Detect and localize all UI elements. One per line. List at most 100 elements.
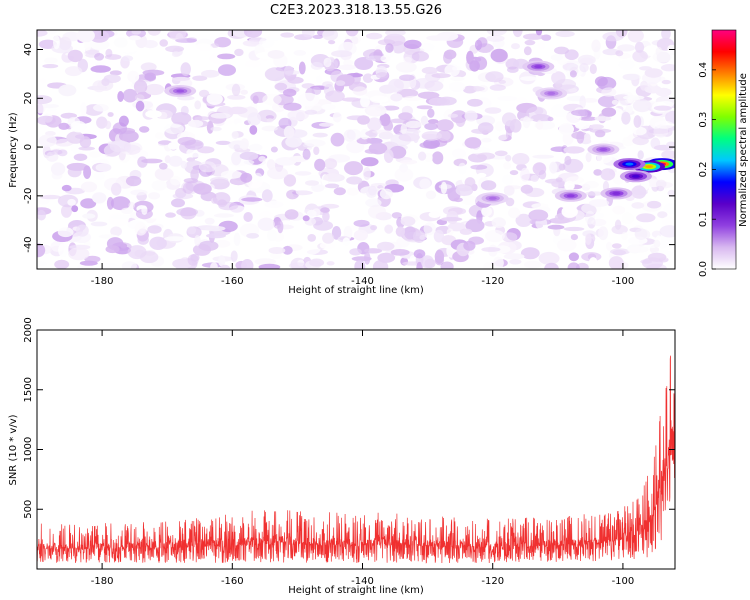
heatmap-cell	[419, 235, 427, 240]
heatmap-cell	[403, 39, 422, 50]
heatmap-cell	[532, 154, 554, 159]
heatmap-cell	[535, 30, 543, 36]
heatmap-cell	[632, 50, 648, 63]
heatmap-cell	[110, 226, 122, 237]
heatmap-cell	[585, 210, 595, 225]
heatmap-cell	[376, 241, 395, 251]
heatmap-cell	[302, 148, 311, 160]
heatmap-cell	[194, 116, 211, 121]
heatmap-cell	[310, 184, 325, 192]
x-tick-label: -140	[351, 276, 374, 287]
heatmap-cell	[284, 209, 299, 220]
heatmap-cell	[617, 44, 636, 52]
heatmap-cell	[655, 179, 667, 189]
heatmap-cell	[536, 120, 544, 130]
heatmap-cell	[44, 57, 58, 64]
heatmap-cell	[167, 30, 189, 41]
heatmap-cell	[621, 231, 628, 241]
heatmap-cell	[367, 117, 382, 131]
heatmap-cell	[254, 258, 277, 266]
heatmap-cell	[591, 218, 607, 227]
heatmap-cell	[210, 112, 231, 119]
heatmap-cell	[287, 76, 304, 84]
heatmap-hotspot	[547, 91, 556, 95]
heatmap-cell	[447, 222, 466, 232]
heatmap-cell	[269, 30, 281, 39]
heatmap-cell	[615, 50, 624, 57]
heatmap-cell	[582, 98, 598, 103]
heatmap-cell	[593, 169, 603, 176]
heatmap-cell	[171, 76, 191, 81]
heatmap-cell	[563, 146, 585, 154]
heatmap-cell	[183, 178, 199, 184]
heatmap-cell	[538, 251, 560, 265]
heatmap-cell	[197, 146, 215, 154]
heatmap-cell	[331, 50, 353, 58]
heatmap-cell	[121, 207, 134, 214]
heatmap-cell	[321, 103, 336, 111]
heatmap-cell	[193, 43, 214, 55]
heatmap-cell	[231, 151, 242, 166]
heatmap-cell	[600, 168, 616, 181]
heatmap-cell	[431, 151, 444, 165]
heatmap-cell	[261, 189, 273, 203]
heatmap-cell	[492, 131, 509, 141]
heatmap-cell	[611, 99, 619, 105]
heatmap-cells	[37, 30, 675, 269]
heatmap-cell	[109, 140, 130, 153]
heatmap-cell	[421, 131, 442, 141]
heatmap-cell	[441, 217, 463, 222]
heatmap-cell	[176, 266, 189, 269]
heatmap-cell	[147, 225, 162, 234]
heatmap-cell	[507, 66, 519, 73]
heatmap-cell	[111, 182, 122, 196]
heatmap-cell	[262, 93, 282, 106]
heatmap-cell	[92, 192, 107, 204]
heatmap-cell	[243, 30, 263, 38]
heatmap-cell	[79, 136, 92, 148]
heatmap-cell	[283, 174, 297, 187]
heatmap-cell	[516, 97, 528, 103]
heatmap-cell	[615, 30, 628, 38]
heatmap-cell	[109, 70, 122, 76]
heatmap-cell	[322, 232, 335, 244]
heatmap-cell	[384, 224, 394, 234]
heatmap-cell	[627, 30, 644, 43]
heatmap-cell	[70, 120, 87, 133]
heatmap-hotspot	[645, 165, 653, 169]
heatmap-cell	[631, 202, 645, 209]
heatmap-cell	[345, 30, 359, 37]
heatmap-cell	[57, 149, 68, 157]
heatmap-cell	[647, 252, 667, 262]
heatmap-hotspot	[488, 196, 497, 200]
heatmap-cell	[634, 41, 645, 53]
heatmap-hotspot	[612, 191, 621, 195]
heatmap-cell	[623, 95, 645, 100]
heatmap-cell	[39, 78, 47, 84]
heatmap-cell	[532, 162, 547, 176]
heatmap-cell	[511, 43, 520, 50]
heatmap-cell	[167, 142, 179, 150]
heatmap-cell	[400, 216, 416, 227]
heatmap-cell	[398, 112, 413, 121]
heatmap-cell	[307, 234, 317, 242]
y-tick-label: 40	[23, 43, 34, 56]
heatmap-cell	[652, 51, 673, 63]
heatmap-cell	[274, 82, 288, 91]
heatmap-cell	[294, 171, 312, 176]
heatmap-cell	[90, 221, 108, 227]
heatmap-cell	[333, 187, 346, 196]
heatmap-cell	[50, 162, 66, 176]
x-tick-label: -100	[612, 276, 635, 287]
heatmap-cell	[505, 127, 512, 141]
heatmap-cell	[352, 86, 368, 96]
heatmap-cell	[120, 243, 128, 249]
heatmap-cell	[524, 39, 536, 46]
heatmap-cell	[395, 61, 417, 73]
heatmap-cell	[180, 207, 197, 220]
heatmap-cell	[625, 104, 633, 114]
heatmap-cell	[578, 116, 598, 121]
heatmap-cell	[611, 243, 622, 249]
heatmap-cell	[370, 225, 378, 231]
